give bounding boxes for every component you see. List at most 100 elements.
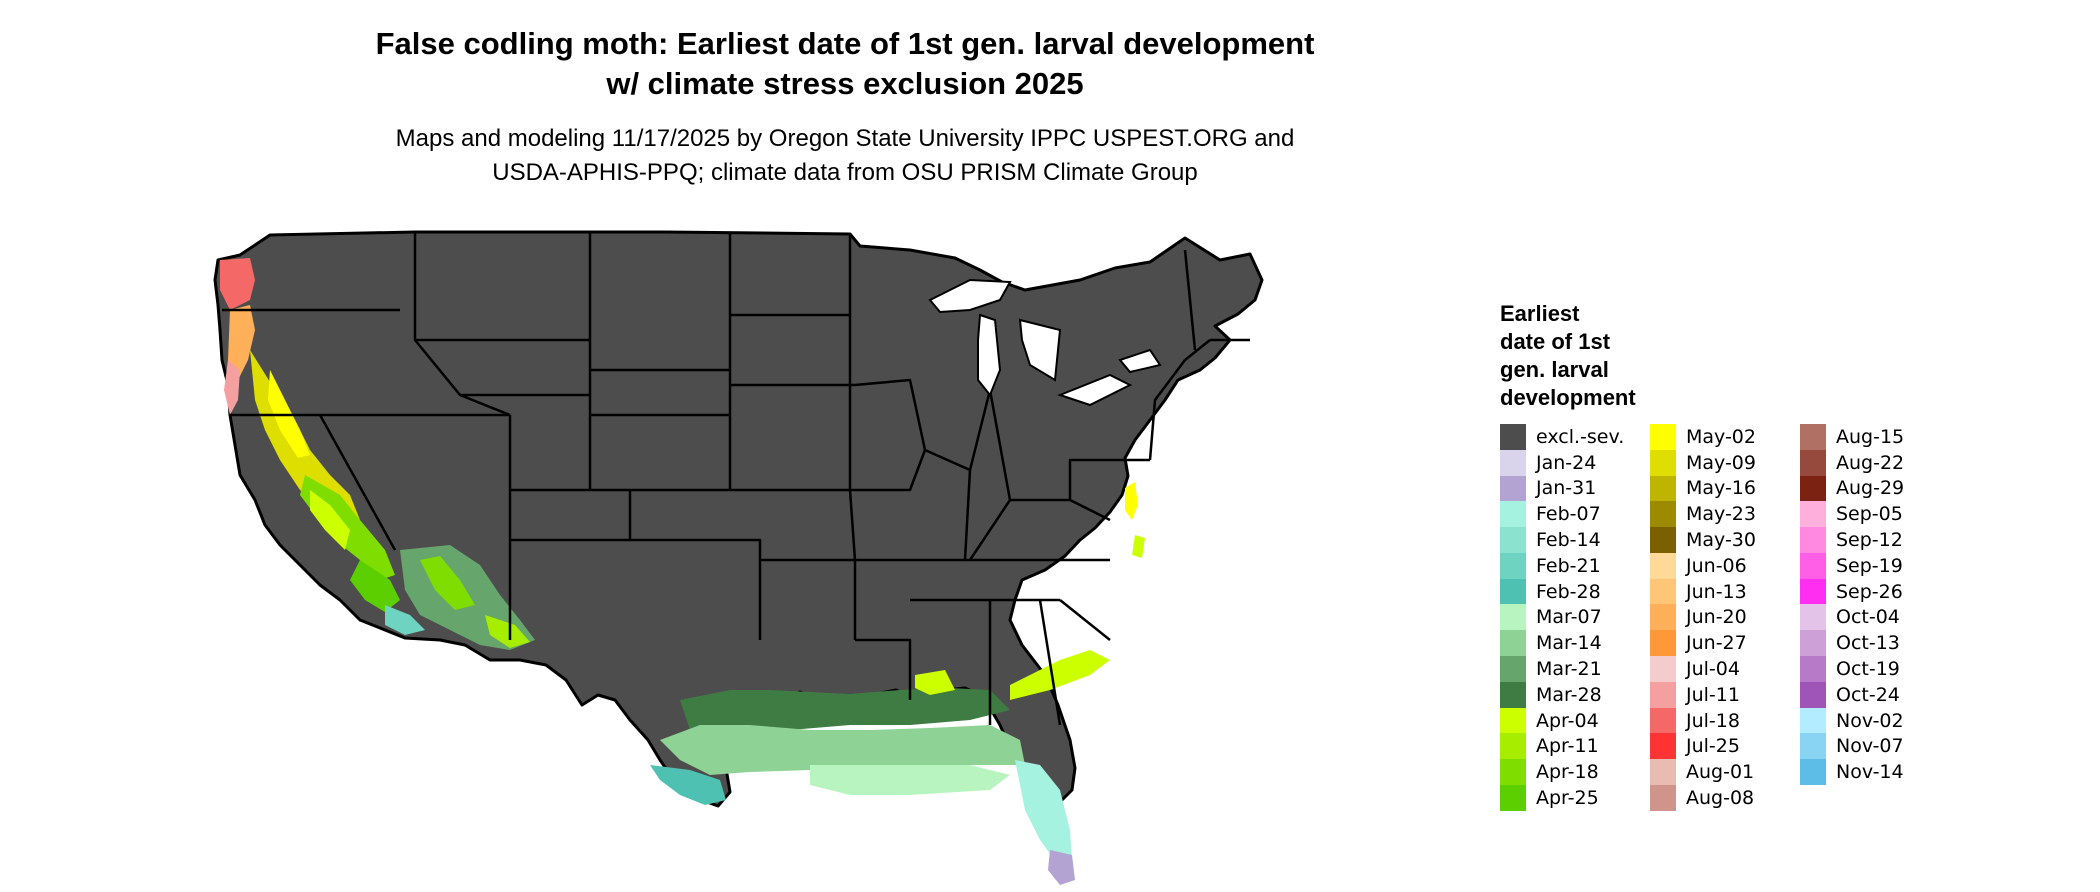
legend-item: Oct-13 xyxy=(1800,630,1904,657)
legend-item: Jun-06 xyxy=(1650,552,1756,579)
legend-swatch xyxy=(1500,733,1526,760)
legend-swatch xyxy=(1800,527,1826,554)
legend-item: May-23 xyxy=(1650,501,1756,528)
legend-label: Mar-07 xyxy=(1536,606,1602,629)
great-lakes xyxy=(928,278,1162,407)
legend-column: Aug-15 Aug-22 Aug-29 Sep-05 Sep-12 Sep-19 Sep-… xyxy=(1800,423,1905,786)
legend-label: Oct-24 xyxy=(1836,683,1900,706)
map-subtitle: Maps and modeling 11/17/2025 by Oregon S… xyxy=(300,122,1390,190)
legend-label: May-16 xyxy=(1686,477,1756,500)
legend-label: Aug-01 xyxy=(1686,761,1755,784)
legend-swatch xyxy=(1800,759,1826,786)
legend-item: Jul-11 xyxy=(1650,681,1756,708)
legend-label: Oct-19 xyxy=(1836,658,1900,681)
legend-label: Oct-13 xyxy=(1836,632,1900,655)
map-legend: Earliest date of 1st gen. larval develop… xyxy=(1500,300,2060,812)
subtitle-line-1: Maps and modeling 11/17/2025 by Oregon S… xyxy=(395,125,1295,152)
legend-swatch xyxy=(1650,630,1676,657)
chesapeake-zone xyxy=(1125,482,1138,520)
legend-swatch xyxy=(1650,785,1676,812)
legend-label: Jul-18 xyxy=(1686,709,1740,732)
legend-swatch xyxy=(1500,552,1526,579)
legend-label: Apr-25 xyxy=(1536,787,1599,810)
outer-banks-zone xyxy=(1132,535,1145,558)
map-header: False codling moth: Earliest date of 1st… xyxy=(300,24,1390,190)
legend-label: Sep-26 xyxy=(1836,580,1903,603)
legend-item: Aug-15 xyxy=(1800,423,1905,450)
legend-swatch xyxy=(1800,501,1826,528)
state-boundaries xyxy=(222,232,1250,726)
legend-swatch xyxy=(1800,449,1826,476)
legend-swatch xyxy=(1800,681,1826,708)
legend-label: Nov-07 xyxy=(1836,735,1904,758)
legend-label: Sep-19 xyxy=(1836,554,1903,577)
legend-swatch xyxy=(1650,759,1676,786)
legend-item: Jul-04 xyxy=(1650,656,1756,683)
legend-item: Apr-11 xyxy=(1500,733,1624,760)
southwest-development-zones xyxy=(400,545,535,650)
legend-swatch xyxy=(1650,552,1676,579)
legend-label: Aug-08 xyxy=(1686,787,1755,810)
title-line-2: w/ climate stress exclusion 2025 xyxy=(606,66,1084,101)
legend-item: excl.-sev. xyxy=(1500,423,1624,450)
legend-label: Jan-24 xyxy=(1536,451,1597,474)
legend-label: May-09 xyxy=(1686,451,1756,474)
legend-swatch xyxy=(1650,475,1676,502)
legend-label: Apr-04 xyxy=(1536,709,1599,732)
legend-label: Aug-15 xyxy=(1836,425,1905,448)
legend-item: Apr-18 xyxy=(1500,759,1624,786)
legend-label: Jun-06 xyxy=(1686,554,1747,577)
legend-item: Mar-21 xyxy=(1500,656,1624,683)
legend-swatch xyxy=(1500,604,1526,631)
legend-swatch xyxy=(1500,578,1526,605)
legend-swatch xyxy=(1800,423,1826,450)
legend-label: Apr-18 xyxy=(1536,761,1599,784)
legend-label: Jul-04 xyxy=(1686,658,1740,681)
legend-swatch xyxy=(1500,759,1526,786)
legend-swatch xyxy=(1800,578,1826,605)
legend-column: excl.-sev. Jan-24 Jan-31 Feb-07 Feb-14 Feb-21… xyxy=(1500,423,1624,812)
legend-swatch xyxy=(1800,630,1826,657)
legend-column: May-02 May-09 May-16 May-23 May-30 Jun-06 Jun-… xyxy=(1650,423,1756,812)
legend-swatch xyxy=(1500,501,1526,528)
legend-item: Jan-24 xyxy=(1500,449,1624,476)
us-map xyxy=(213,230,1264,885)
legend-swatch xyxy=(1650,733,1676,760)
legend-swatch xyxy=(1800,475,1826,502)
legend-title-line: development xyxy=(1500,385,1636,410)
legend-label: Nov-02 xyxy=(1836,709,1904,732)
legend-item: Oct-24 xyxy=(1800,681,1904,708)
legend-label: Feb-14 xyxy=(1536,529,1601,552)
legend-swatch xyxy=(1800,552,1826,579)
legend-item: Jul-18 xyxy=(1650,707,1756,734)
legend-swatch xyxy=(1650,423,1676,450)
legend-item: Aug-29 xyxy=(1800,475,1905,502)
legend-swatch xyxy=(1500,656,1526,683)
legend-swatch xyxy=(1800,604,1826,631)
legend-swatch xyxy=(1800,656,1826,683)
map-title: False codling moth: Earliest date of 1st… xyxy=(300,24,1390,104)
legend-item: Jun-13 xyxy=(1650,578,1756,605)
legend-swatch xyxy=(1500,449,1526,476)
legend-swatch xyxy=(1650,501,1676,528)
legend-item: Sep-26 xyxy=(1800,578,1904,605)
legend-item: May-02 xyxy=(1650,423,1756,450)
legend-item: Jun-20 xyxy=(1650,604,1756,631)
legend-label: Apr-11 xyxy=(1536,735,1599,758)
legend-label: Aug-29 xyxy=(1836,477,1905,500)
legend-title-line: Earliest xyxy=(1500,301,1580,326)
legend-label: Aug-22 xyxy=(1836,451,1905,474)
legend-label: Mar-28 xyxy=(1536,683,1602,706)
legend-item: Feb-21 xyxy=(1500,552,1624,579)
legend-label: Jun-13 xyxy=(1686,580,1747,603)
legend-item: May-09 xyxy=(1650,449,1756,476)
legend-item: Jun-27 xyxy=(1650,630,1756,657)
legend-swatch xyxy=(1500,475,1526,502)
legend-swatch xyxy=(1800,707,1826,734)
legend-item: Feb-14 xyxy=(1500,527,1624,554)
gulf-development-zones xyxy=(650,650,1110,885)
legend-item: Aug-01 xyxy=(1650,759,1756,786)
legend-swatch xyxy=(1650,604,1676,631)
legend-swatch xyxy=(1650,681,1676,708)
legend-swatch xyxy=(1500,527,1526,554)
